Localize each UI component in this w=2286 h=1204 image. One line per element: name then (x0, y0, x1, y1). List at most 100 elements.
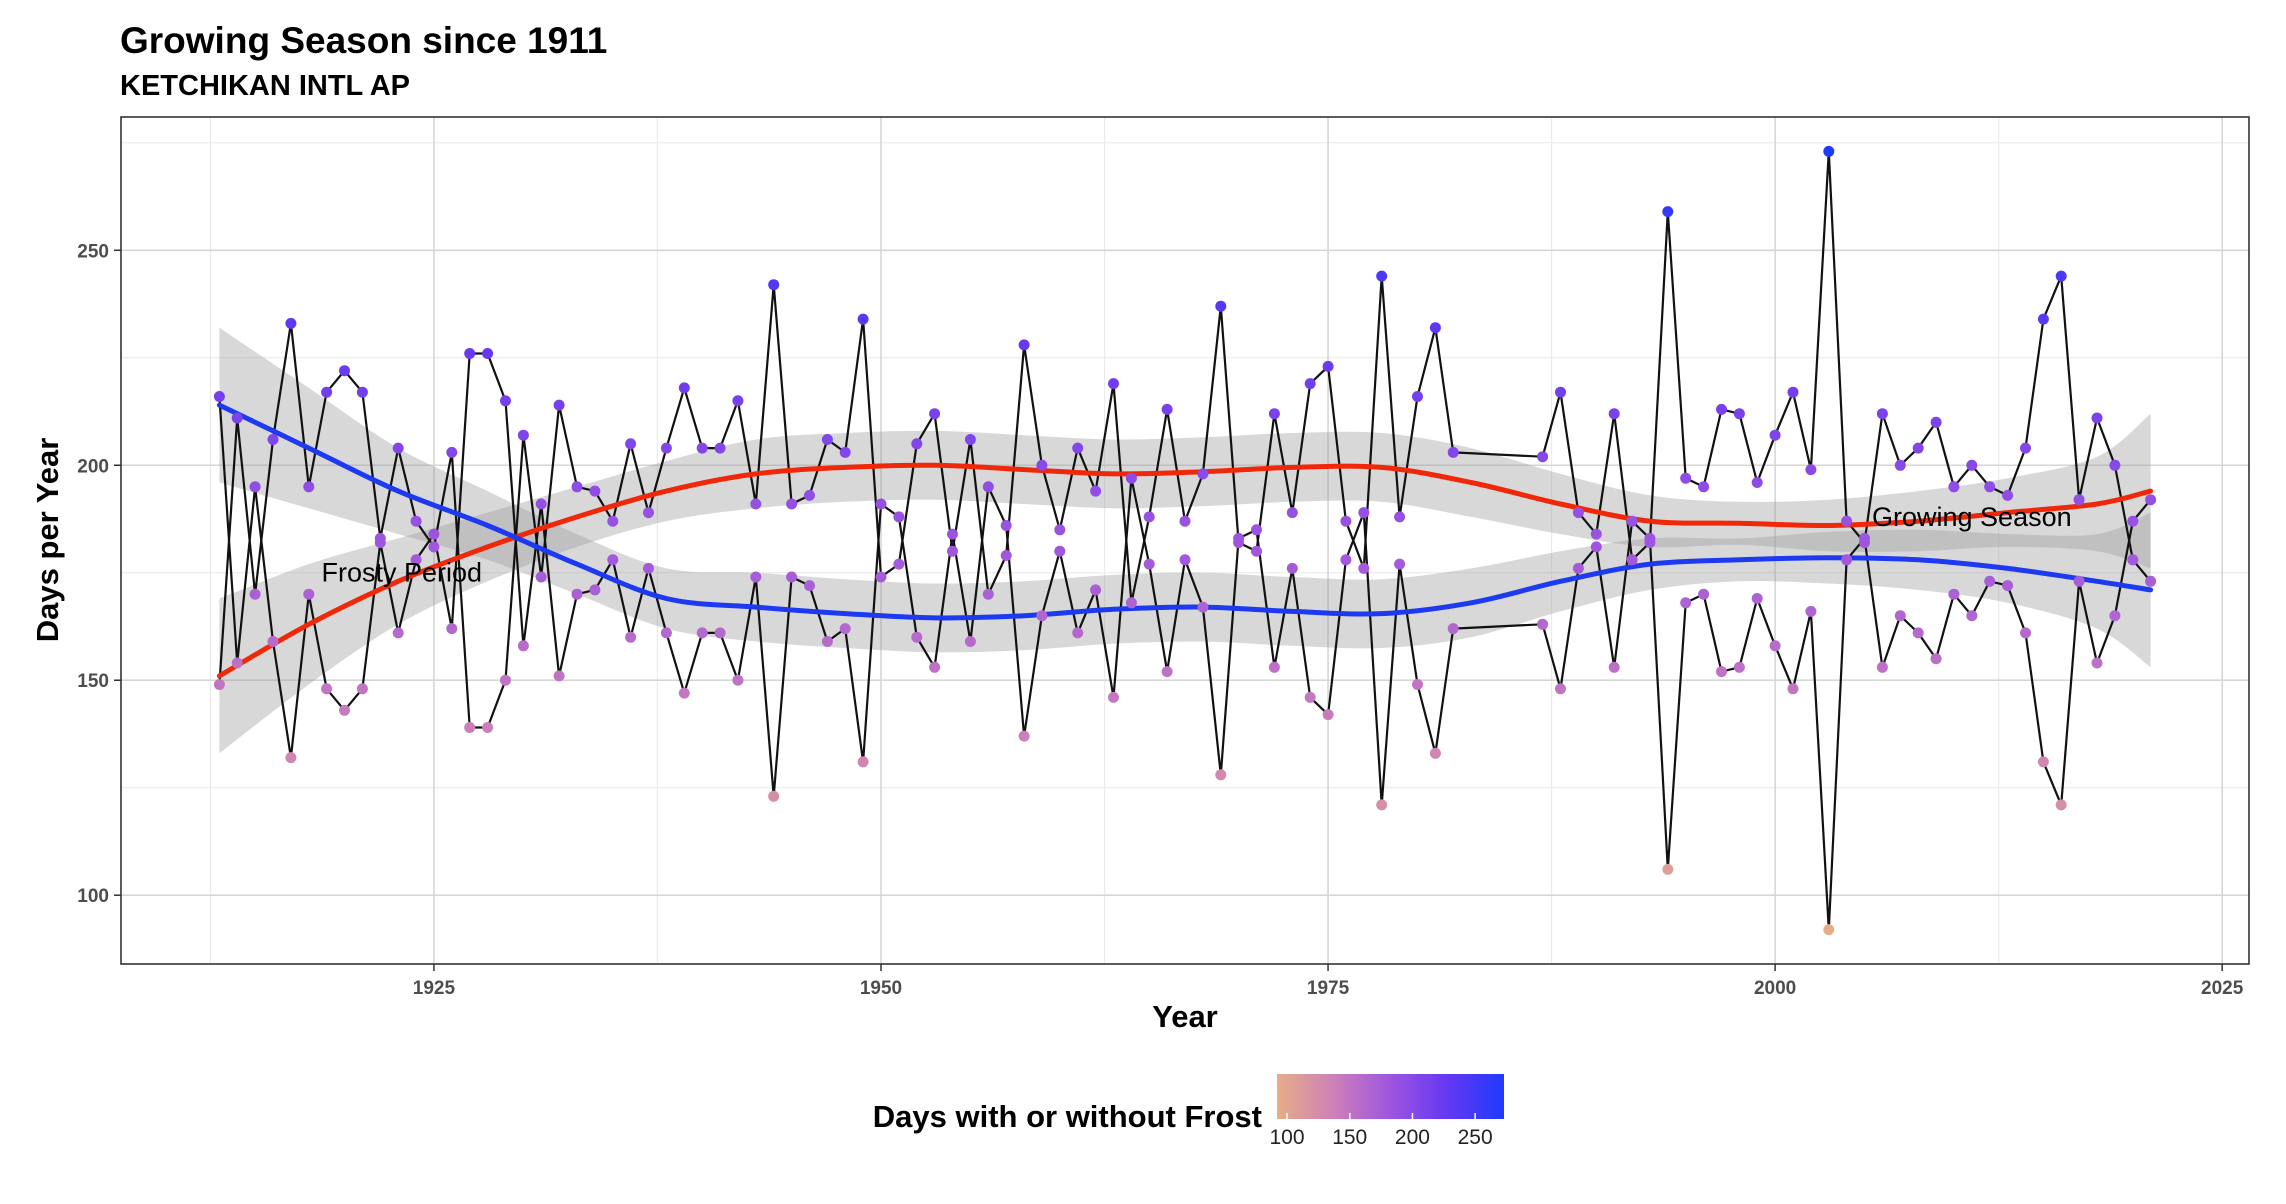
y-tick-label: 200 (77, 456, 109, 477)
data-point (285, 752, 297, 764)
x-axis-ticks: 1925 1950 1975 2000 2025 (413, 964, 2244, 999)
data-point (2020, 442, 2031, 454)
x-tick-label: 1925 (413, 978, 456, 999)
data-point (786, 498, 798, 510)
data-point (517, 640, 529, 652)
data-point (678, 687, 690, 699)
data-point (1054, 545, 1066, 557)
data-point (1537, 451, 1549, 463)
confidence-band (219, 327, 2151, 668)
data-point (1912, 627, 1924, 639)
x-tick-label: 2025 (2201, 978, 2244, 999)
data-point (1072, 442, 1084, 454)
data-point (464, 722, 476, 733)
data-point (1286, 562, 1298, 574)
data-point (2109, 459, 2121, 471)
data-point (1859, 532, 1870, 544)
data-point (732, 674, 744, 686)
data-point (517, 429, 529, 441)
data-point (428, 541, 440, 553)
data-point (1090, 485, 1102, 497)
data-point (1590, 528, 1602, 540)
data-point (1680, 472, 1692, 484)
data-point (911, 438, 923, 450)
data-point (446, 623, 458, 635)
data-point (589, 485, 601, 497)
data-point (1876, 661, 1888, 673)
data-point (1412, 679, 1423, 690)
data-point (1268, 408, 1280, 420)
data-point (553, 399, 565, 411)
data-point (1966, 610, 1978, 622)
color-legend: Days with or without Frost 100 150 200 250 (873, 1074, 1504, 1149)
data-point (1769, 429, 1781, 441)
data-point (1429, 322, 1441, 334)
data-point (321, 386, 333, 398)
data-point (1698, 481, 1710, 493)
data-point (1984, 481, 1996, 493)
data-point (1930, 416, 1942, 428)
x-tick-label: 1975 (1307, 978, 1350, 999)
data-point (1912, 442, 1924, 454)
data-point (1698, 588, 1710, 600)
chart-subtitle: KETCHIKAN INTL AP (120, 70, 410, 102)
data-point (607, 554, 619, 566)
data-point (1984, 575, 1996, 587)
data-point (213, 391, 225, 402)
data-point (1537, 618, 1549, 630)
grid-lines (121, 117, 2249, 964)
data-point (249, 481, 261, 493)
data-point (392, 627, 404, 639)
data-point (964, 636, 976, 647)
data-point (1304, 378, 1316, 390)
data-point (750, 571, 762, 583)
data-point (1125, 472, 1137, 484)
data-point (875, 498, 887, 510)
data-point (1251, 524, 1262, 536)
data-point (1358, 507, 1370, 519)
data-point (482, 722, 494, 733)
data-point (1590, 541, 1602, 553)
data-point (964, 434, 976, 445)
data-point (1716, 403, 1727, 415)
data-point (714, 627, 726, 639)
data-point (750, 498, 762, 510)
legend-tick-label: 150 (1332, 1126, 1367, 1149)
data-point (2037, 313, 2049, 325)
data-point (875, 571, 887, 583)
data-point (303, 481, 315, 493)
data-point (392, 442, 404, 454)
data-point (1358, 562, 1370, 574)
data-point (1894, 459, 1906, 471)
data-point (1197, 468, 1209, 480)
data-point (1054, 524, 1066, 536)
data-point (249, 588, 261, 600)
data-point (267, 434, 279, 445)
data-point (786, 571, 798, 583)
data-point (410, 554, 422, 566)
data-point (714, 442, 726, 454)
data-point (267, 636, 279, 647)
data-point (732, 395, 744, 407)
data-point (768, 279, 780, 291)
data-point (356, 683, 368, 695)
data-point (947, 545, 958, 557)
data-point (1733, 661, 1745, 673)
data-point (2037, 756, 2049, 768)
data-point (857, 756, 869, 768)
data-point (1626, 515, 1638, 527)
data-point (696, 627, 708, 639)
data-point (1572, 562, 1584, 574)
data-point (1555, 683, 1566, 695)
plot-panel (121, 117, 2249, 964)
data-point (571, 481, 583, 493)
data-point (231, 657, 243, 669)
data-point (1304, 691, 1316, 703)
annotation-label: Growing Season (1872, 502, 2072, 532)
data-point (1823, 145, 1835, 157)
chart-title: Growing Season since 1911 (120, 20, 607, 61)
data-point (1000, 520, 1012, 531)
data-point (303, 588, 315, 600)
data-point (1286, 507, 1298, 519)
data-point (982, 588, 994, 600)
